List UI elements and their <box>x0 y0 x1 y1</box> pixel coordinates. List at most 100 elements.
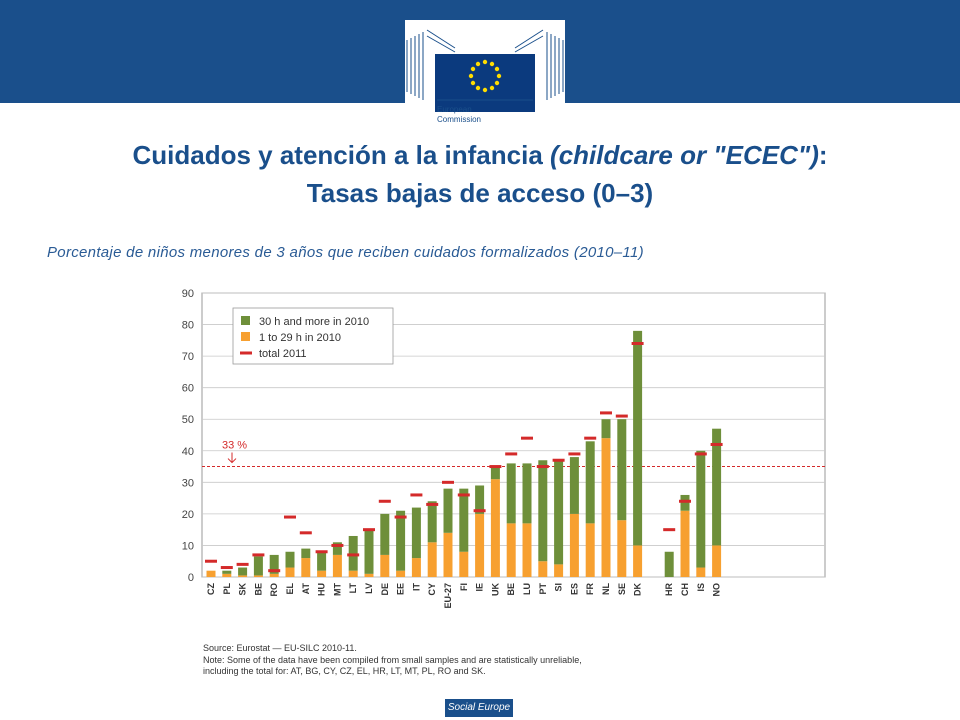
bar-segment-30h-plus <box>633 330 643 546</box>
bar-segment-1to29h <box>364 573 374 577</box>
bar-segment-1to29h <box>269 573 279 577</box>
x-tick-label: LV <box>364 583 374 594</box>
x-tick-label: SE <box>617 583 627 595</box>
total-2011-marker <box>631 341 644 345</box>
bar-segment-30h-plus <box>238 567 248 576</box>
total-2011-marker <box>552 458 565 462</box>
legend-label: 30 h and more in 2010 <box>259 316 369 328</box>
eu-stars-icon <box>468 59 502 93</box>
total-2011-marker <box>205 559 217 563</box>
total-2011-marker <box>521 436 533 440</box>
x-tick-label: HU <box>317 583 327 596</box>
total-2011-marker <box>426 502 439 506</box>
bar-segment-1to29h <box>680 510 690 577</box>
bar-segment-30h-plus <box>317 551 327 571</box>
bar-segment-1to29h <box>332 554 342 577</box>
bar-segment-1to29h <box>317 570 327 577</box>
y-tick-label: 70 <box>182 351 194 363</box>
bar-segment-30h-plus <box>253 556 263 576</box>
bar-segment-30h-plus <box>332 542 342 555</box>
bar-segment-1to29h <box>601 438 611 577</box>
note-line-2: including the total for: AT, BG, CY, CZ,… <box>203 666 486 676</box>
bar-segment-30h-plus <box>380 513 390 555</box>
x-tick-label: EU-27 <box>443 583 453 609</box>
reference-label: 33 % <box>222 440 247 452</box>
x-tick-label: LT <box>348 582 358 593</box>
legend-swatch <box>241 332 250 341</box>
legend-box <box>232 307 394 365</box>
x-tick-label: UK <box>490 583 500 596</box>
x-tick-label: HR <box>664 583 674 596</box>
legend-swatch-total <box>240 351 252 355</box>
total-2011-marker <box>363 528 375 532</box>
y-tick-label: 80 <box>182 320 194 332</box>
bar-segment-30h-plus <box>364 529 374 574</box>
bar-segment-1to29h <box>238 575 248 577</box>
total-2011-marker <box>679 499 691 503</box>
bar-segment-1to29h <box>427 542 437 577</box>
total-2011-marker <box>394 515 407 519</box>
bar-segment-30h-plus <box>601 419 611 439</box>
bar-segment-30h-plus <box>712 428 722 546</box>
y-tick-label: 60 <box>182 383 194 395</box>
total-2011-marker <box>473 509 486 513</box>
bar-segment-1to29h <box>348 570 358 577</box>
x-tick-label: AT <box>301 583 311 595</box>
bar-segment-1to29h <box>301 558 311 577</box>
x-tick-label: SK <box>238 583 248 596</box>
x-tick-label: NO <box>712 583 722 597</box>
bar-segment-30h-plus <box>554 460 564 565</box>
total-2011-marker <box>710 442 723 446</box>
bar-segment-30h-plus <box>617 419 627 521</box>
bar-segment-1to29h <box>554 564 564 577</box>
title-text-a: Cuidados y atención a la infancia <box>132 140 551 170</box>
total-2011-marker <box>315 550 328 554</box>
bar-segment-30h-plus <box>459 488 469 552</box>
x-tick-label: PL <box>222 583 232 595</box>
bar-segment-1to29h <box>459 551 469 577</box>
bar-segment-30h-plus <box>664 551 674 577</box>
note-line: Note: Some of the data have been compile… <box>203 654 582 665</box>
y-tick-label: 0 <box>188 572 194 584</box>
x-tick-label: ES <box>569 583 579 595</box>
bar-segment-30h-plus <box>222 570 232 574</box>
commission-building-icon: European Commission <box>405 20 565 135</box>
bar-segment-1to29h <box>585 523 595 577</box>
total-2011-marker <box>284 515 296 519</box>
x-tick-label: CZ <box>206 583 216 595</box>
source-line: Source: Eurostat — EU-SILC 2010-11. <box>203 643 357 653</box>
total-2011-marker <box>378 499 391 503</box>
x-tick-label: FI <box>459 583 469 591</box>
x-tick-label: EL <box>285 583 295 595</box>
bar-segment-1to29h <box>443 532 453 577</box>
bar-segment-1to29h <box>712 545 722 577</box>
bar-segment-30h-plus <box>475 485 485 514</box>
bar-segment-1to29h <box>617 520 627 577</box>
total-2011-marker <box>252 553 265 557</box>
x-tick-label: DK <box>633 583 643 596</box>
bar-segment-30h-plus <box>680 494 690 511</box>
bar-segment-30h-plus <box>301 548 311 559</box>
legend-label: 1 to 29 h in 2010 <box>259 332 341 344</box>
bar-segment-30h-plus <box>569 457 579 514</box>
bar-segment-1to29h <box>696 567 706 577</box>
bar-segment-1to29h <box>522 523 532 577</box>
bar-segment-1to29h <box>285 567 295 577</box>
bar-segment-1to29h <box>253 575 263 577</box>
x-tick-label: CY <box>427 583 437 596</box>
x-tick-label: PT <box>538 583 548 595</box>
logo-text-line1: European <box>437 105 472 114</box>
x-tick-label: DE <box>380 583 390 596</box>
reference-arrow-icon <box>227 452 237 464</box>
bar-segment-30h-plus <box>396 510 406 571</box>
bar-segment-30h-plus <box>269 554 279 574</box>
bar-segment-30h-plus <box>411 507 421 559</box>
total-2011-marker <box>268 569 281 573</box>
bar-segment-1to29h <box>206 570 216 577</box>
bar-segment-1to29h <box>633 545 643 577</box>
bar-segment-30h-plus <box>506 463 516 524</box>
bar-segment-1to29h <box>222 573 232 577</box>
bar-segment-30h-plus <box>443 488 453 533</box>
total-2011-marker <box>299 531 312 535</box>
bar-segment-1to29h <box>538 561 548 577</box>
